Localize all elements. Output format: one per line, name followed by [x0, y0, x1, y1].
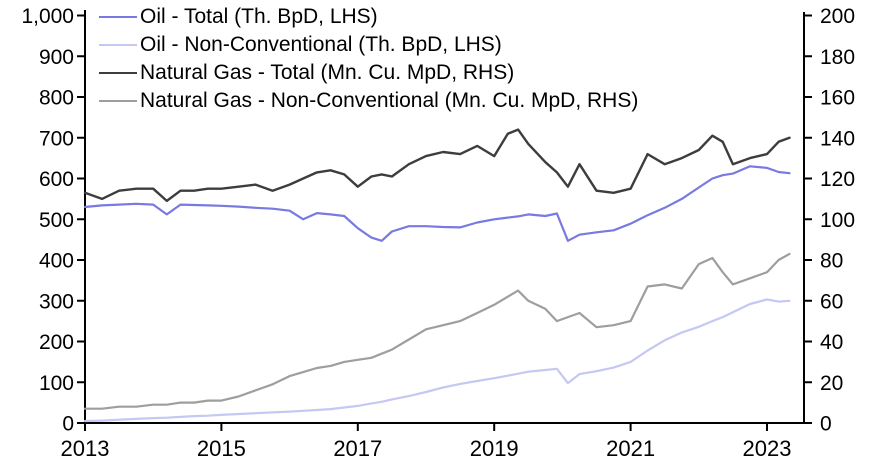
x-axis-tick-label: 2017: [333, 436, 382, 461]
legend-item-natural-gas-non-conventional: Natural Gas - Non-Conventional (Mn. Cu. …: [99, 87, 638, 115]
legend-label: Natural Gas - Total (Mn. Cu. MpD, RHS): [140, 61, 515, 84]
left-axis-tick-label: 300: [39, 290, 74, 313]
right-axis-tick-label: 200: [820, 5, 855, 28]
legend-item-oil-non-conventional: Oil - Non-Conventional (Th. BpD, LHS): [99, 31, 638, 59]
right-axis-tick-label: 140: [820, 127, 855, 150]
right-axis-tick-label: 180: [820, 46, 855, 69]
right-axis-tick-label: 120: [820, 168, 855, 191]
right-axis-tick-label: 160: [820, 87, 855, 110]
legend-label: Oil - Non-Conventional (Th. BpD, LHS): [140, 33, 502, 56]
right-axis-tick-label: 60: [820, 290, 843, 313]
chart-legend: Oil - Total (Th. BpD, LHS) Oil - Non-Conv…: [99, 3, 638, 115]
legend-label: Oil - Total (Th. BpD, LHS): [140, 5, 378, 28]
series-line-natural-gas-non-conventional: [83, 252, 791, 410]
x-axis-tick-label: 2013: [61, 436, 110, 461]
x-axis-tick-label: 2019: [470, 436, 519, 461]
legend-item-oil-total: Oil - Total (Th. BpD, LHS): [99, 3, 638, 31]
legend-label: Natural Gas - Non-Conventional (Mn. Cu. …: [140, 89, 639, 112]
series-line-natural-gas-total: [83, 128, 791, 203]
left-axis-tick-label: 600: [39, 168, 74, 191]
left-axis-tick-label: 400: [39, 250, 74, 273]
legend-line-swatch: [99, 72, 137, 74]
x-axis-tick-label: 2021: [606, 436, 655, 461]
left-axis-tick-label: 800: [39, 87, 74, 110]
x-axis-tick-label: 2023: [743, 436, 792, 461]
legend-line-swatch: [99, 44, 137, 46]
right-axis-tick-label: 0: [820, 413, 832, 436]
left-axis-tick-label: 900: [39, 46, 74, 69]
legend-item-natural-gas-total: Natural Gas - Total (Mn. Cu. MpD, RHS): [99, 59, 638, 87]
right-axis-tick-label: 40: [820, 331, 843, 354]
right-axis-tick-label: 80: [820, 250, 843, 273]
x-axis-tick-label: 2015: [197, 436, 246, 461]
left-axis-tick-label: 100: [39, 372, 74, 395]
right-axis-tick-label: 100: [820, 209, 855, 232]
left-axis-tick-label: 700: [39, 127, 74, 150]
left-axis-tick-label: 1,000: [21, 5, 74, 28]
left-axis-tick-label: 500: [39, 209, 74, 232]
right-axis-tick-label: 20: [820, 372, 843, 395]
legend-line-swatch: [99, 16, 137, 18]
series-line-oil-total: [83, 165, 791, 242]
series-line-oil-non-conventional: [83, 298, 791, 423]
left-axis-tick-label: 0: [62, 413, 74, 436]
left-axis-tick-label: 200: [39, 331, 74, 354]
legend-line-swatch: [99, 100, 137, 102]
